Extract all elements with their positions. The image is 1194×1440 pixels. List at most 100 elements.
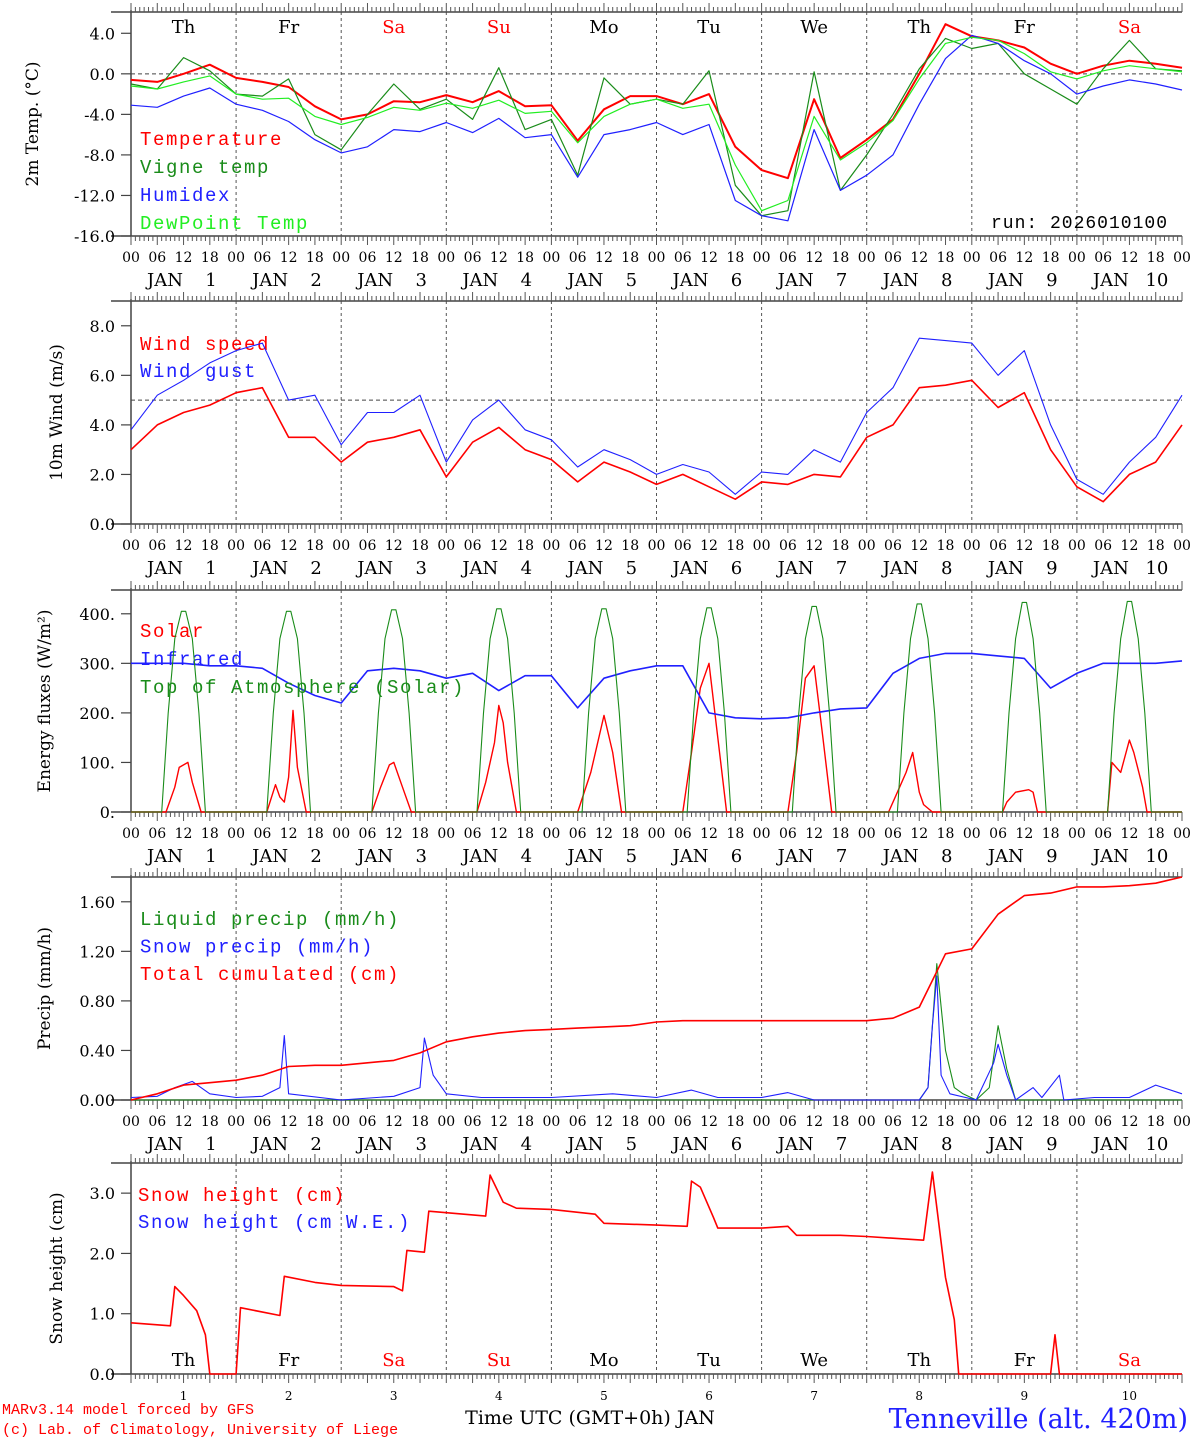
month-label: JAN: [145, 1134, 183, 1155]
hour-tick-label: 06: [884, 1114, 902, 1130]
hour-tick-label: 18: [937, 826, 955, 842]
hour-tick-label: 18: [411, 250, 429, 266]
hour-tick-label: 06: [359, 1114, 377, 1130]
hour-tick-label: 18: [1042, 1114, 1060, 1130]
hour-tick-label: 00: [753, 250, 771, 266]
day-number-label: 3: [415, 1134, 426, 1155]
hour-tick-label: 18: [306, 538, 324, 554]
series-line-wind-gust: [130, 337, 1183, 495]
hour-tick-label: 06: [253, 250, 271, 266]
month-label: JAN: [986, 270, 1024, 291]
hour-tick-label: 12: [280, 1114, 298, 1130]
y-tick-label: 0.0: [90, 515, 115, 534]
weekday-label: Fr: [1014, 1350, 1035, 1371]
hour-tick-label: 12: [595, 538, 613, 554]
weekday-label: Su: [487, 17, 511, 38]
legend-entry: Humidex: [140, 185, 231, 207]
day-number-label: 10: [1145, 270, 1168, 291]
day-number-label: 4: [521, 1134, 532, 1155]
month-label: JAN: [881, 270, 919, 291]
day-number-label: 9: [1046, 270, 1057, 291]
day-number-label: 9: [1046, 1134, 1057, 1155]
hour-tick-label: 00: [122, 1114, 140, 1130]
hour-tick-label: 06: [148, 250, 166, 266]
month-label: JAN: [565, 1134, 603, 1155]
legend-entry: Temperature: [140, 129, 283, 151]
hour-tick-label: 06: [359, 250, 377, 266]
hour-tick-label: 00: [122, 250, 140, 266]
month-label: JAN: [565, 846, 603, 867]
month-label: JAN: [460, 270, 498, 291]
hour-tick-label: 18: [306, 826, 324, 842]
month-label: JAN: [986, 558, 1024, 579]
bottom-day-number: 1: [180, 1389, 188, 1403]
hour-tick-label: 18: [937, 250, 955, 266]
legend-entry: Snow precip (mm/h): [140, 937, 374, 959]
month-label: JAN: [250, 270, 288, 291]
month-label: JAN: [460, 846, 498, 867]
day-number-label: 5: [626, 558, 637, 579]
hour-tick-label: 06: [464, 826, 482, 842]
weekday-label: Tu: [697, 1350, 721, 1371]
hour-tick-label: 00: [227, 538, 245, 554]
hour-tick-label: 06: [1094, 538, 1112, 554]
day-number-label: 7: [836, 270, 847, 291]
legend-entry: Total cumulated (cm): [140, 964, 400, 986]
hour-tick-label: 12: [1121, 826, 1139, 842]
hour-tick-label: 12: [1121, 1114, 1139, 1130]
hour-tick-label: 18: [516, 250, 534, 266]
hour-tick-label: 12: [910, 1114, 928, 1130]
hour-tick-label: 12: [490, 538, 508, 554]
hour-tick-label: 00: [858, 826, 876, 842]
bottom-day-number: 8: [915, 1389, 923, 1403]
hour-tick-label: 00: [1173, 250, 1191, 266]
hour-tick-label: 18: [201, 250, 219, 266]
y-tick-label: 4.0: [90, 24, 115, 43]
y-tick-label: 1.20: [79, 942, 115, 961]
hour-tick-label: 00: [963, 250, 981, 266]
series-line-dewpoint-temp: [130, 36, 1183, 212]
weekday-label: Fr: [278, 1350, 299, 1371]
y-axis-label: 2m Temp. (°C): [23, 61, 43, 186]
weekday-label: Mo: [589, 17, 618, 38]
hour-tick-label: 00: [542, 538, 560, 554]
weekday-label: Sa: [382, 1350, 405, 1371]
month-label: JAN: [1091, 270, 1129, 291]
series-line-total-cumulated-cm-: [130, 876, 1183, 1101]
month-label: JAN: [145, 270, 183, 291]
hour-tick-label: 06: [569, 1114, 587, 1130]
hour-tick-label: 18: [621, 1114, 639, 1130]
hour-tick-label: 00: [858, 250, 876, 266]
hour-tick-label: 06: [253, 826, 271, 842]
hour-tick-label: 18: [1147, 538, 1165, 554]
hour-tick-label: 06: [569, 826, 587, 842]
hour-tick-label: 18: [411, 1114, 429, 1130]
series-line-temperature: [130, 23, 1183, 180]
month-label: JAN: [671, 270, 709, 291]
month-label: JAN: [355, 846, 393, 867]
hour-tick-label: 18: [306, 1114, 324, 1130]
hour-tick-label: 12: [490, 250, 508, 266]
month-label: JAN: [671, 846, 709, 867]
hour-tick-label: 12: [280, 826, 298, 842]
hour-tick-label: 06: [1094, 1114, 1112, 1130]
month-label: JAN: [460, 1134, 498, 1155]
series-line-top-of-atmosphere-solar-: [131, 600, 1182, 813]
series-line-infrared: [131, 652, 1183, 720]
y-tick-label: -4.0: [84, 105, 115, 124]
hour-tick-label: 00: [1173, 826, 1191, 842]
hour-tick-label: 06: [674, 826, 692, 842]
hour-tick-label: 00: [542, 250, 560, 266]
hour-tick-label: 06: [674, 250, 692, 266]
legend-entry: Snow height (cm): [138, 1185, 346, 1207]
legend-entry: Infrared: [140, 649, 244, 671]
hour-tick-label: 06: [779, 1114, 797, 1130]
weekday-label: Fr: [1014, 17, 1035, 38]
hour-tick-label: 00: [753, 826, 771, 842]
weekday-label: Mo: [589, 1350, 618, 1371]
hour-tick-label: 00: [1173, 538, 1191, 554]
hour-tick-label: 06: [464, 538, 482, 554]
hour-tick-label: 06: [464, 1114, 482, 1130]
y-tick-label: -12.0: [74, 186, 115, 205]
hour-tick-label: 06: [148, 826, 166, 842]
